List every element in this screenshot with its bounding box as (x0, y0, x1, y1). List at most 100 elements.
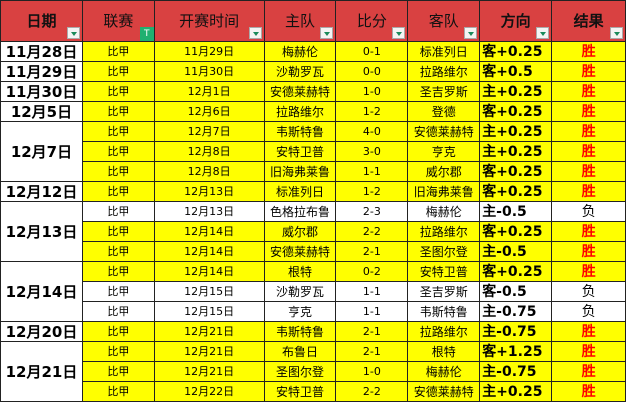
result-cell[interactable]: 胜 (551, 41, 626, 62)
away-cell[interactable]: 安德莱赫特 (407, 381, 481, 402)
direction-cell[interactable]: 客+0.25 (479, 41, 553, 62)
score-cell[interactable]: 2-2 (335, 221, 409, 242)
home-cell[interactable]: 安特卫普 (263, 381, 337, 402)
kickoff-cell[interactable]: 12月8日 (153, 161, 265, 182)
league-cell[interactable]: 比甲 (81, 221, 155, 242)
score-cell[interactable]: 1-1 (335, 281, 409, 302)
away-cell[interactable]: 安特卫普 (407, 261, 481, 282)
result-cell[interactable]: 胜 (551, 341, 626, 362)
kickoff-cell[interactable]: 11月30日 (153, 61, 265, 82)
result-cell[interactable]: 负 (551, 201, 626, 222)
result-cell[interactable]: 负 (551, 301, 626, 322)
filter-dropdown-icon[interactable] (610, 27, 623, 39)
home-cell[interactable]: 亨克 (263, 301, 337, 322)
kickoff-cell[interactable]: 12月15日 (153, 301, 265, 322)
away-cell[interactable]: 韦斯特鲁 (407, 301, 481, 322)
result-cell[interactable]: 胜 (551, 241, 626, 262)
score-cell[interactable]: 1-0 (335, 81, 409, 102)
league-cell[interactable]: 比甲 (81, 341, 155, 362)
home-cell[interactable]: 韦斯特鲁 (263, 321, 337, 342)
home-cell[interactable]: 梅赫伦 (263, 41, 337, 62)
result-cell[interactable]: 胜 (551, 141, 626, 162)
date-cell[interactable]: 11月30日 (0, 81, 83, 102)
date-cell[interactable]: 11月28日 (0, 41, 83, 62)
filter-dropdown-icon[interactable] (248, 27, 262, 39)
league-cell[interactable]: 比甲 (81, 321, 155, 342)
date-cell[interactable]: 12月5日 (0, 101, 83, 122)
league-cell[interactable]: 比甲 (81, 81, 155, 102)
home-cell[interactable]: 拉路维尔 (263, 101, 337, 122)
direction-cell[interactable]: 客+0.25 (479, 161, 553, 182)
kickoff-cell[interactable]: 12月6日 (153, 101, 265, 122)
home-cell[interactable]: 旧海弗莱鲁 (263, 161, 337, 182)
filter-dropdown-icon[interactable] (464, 27, 478, 39)
direction-cell[interactable]: 主-0.75 (479, 321, 553, 342)
direction-cell[interactable]: 客+1.25 (479, 341, 553, 362)
date-cell[interactable]: 12月14日 (0, 261, 83, 322)
score-cell[interactable]: 3-0 (335, 141, 409, 162)
home-cell[interactable]: 安特卫普 (263, 141, 337, 162)
kickoff-cell[interactable]: 12月14日 (153, 241, 265, 262)
direction-cell[interactable]: 客+0.25 (479, 101, 553, 122)
away-cell[interactable]: 根特 (407, 341, 481, 362)
score-cell[interactable]: 1-1 (335, 161, 409, 182)
result-cell[interactable]: 胜 (551, 181, 626, 202)
league-cell[interactable]: 比甲 (81, 141, 155, 162)
score-cell[interactable]: 4-0 (335, 121, 409, 142)
kickoff-cell[interactable]: 12月14日 (153, 261, 265, 282)
league-cell[interactable]: 比甲 (81, 301, 155, 322)
direction-cell[interactable]: 客+0.5 (479, 61, 553, 82)
away-cell[interactable]: 拉路维尔 (407, 321, 481, 342)
score-cell[interactable]: 2-3 (335, 201, 409, 222)
league-cell[interactable]: 比甲 (81, 161, 155, 182)
score-cell[interactable]: 2-1 (335, 321, 409, 342)
direction-cell[interactable]: 客+0.25 (479, 181, 553, 202)
date-cell[interactable]: 11月29日 (0, 61, 83, 82)
league-cell[interactable]: 比甲 (81, 41, 155, 62)
away-cell[interactable]: 拉路维尔 (407, 221, 481, 242)
home-cell[interactable]: 圣图尔登 (263, 361, 337, 382)
score-cell[interactable]: 0-1 (335, 41, 409, 62)
result-cell[interactable]: 胜 (551, 221, 626, 242)
kickoff-cell[interactable]: 12月1日 (153, 81, 265, 102)
score-cell[interactable]: 0-0 (335, 61, 409, 82)
kickoff-cell[interactable]: 12月21日 (153, 341, 265, 362)
home-cell[interactable]: 安德莱赫特 (263, 81, 337, 102)
league-cell[interactable]: 比甲 (81, 241, 155, 262)
home-cell[interactable]: 布鲁日 (263, 341, 337, 362)
away-cell[interactable]: 旧海弗莱鲁 (407, 181, 481, 202)
home-cell[interactable]: 沙勒罗瓦 (263, 281, 337, 302)
kickoff-cell[interactable]: 12月14日 (153, 221, 265, 242)
league-cell[interactable]: 比甲 (81, 361, 155, 382)
home-cell[interactable]: 安德莱赫特 (263, 241, 337, 262)
filter-dropdown-icon[interactable] (536, 27, 550, 39)
result-cell[interactable]: 胜 (551, 121, 626, 142)
date-cell[interactable]: 12月13日 (0, 201, 83, 262)
home-cell[interactable]: 色格拉布鲁 (263, 201, 337, 222)
result-cell[interactable]: 胜 (551, 61, 626, 82)
result-cell[interactable]: 胜 (551, 321, 626, 342)
home-cell[interactable]: 威尔郡 (263, 221, 337, 242)
direction-cell[interactable]: 主+0.25 (479, 141, 553, 162)
direction-cell[interactable]: 主-0.75 (479, 361, 553, 382)
filter-dropdown-icon[interactable] (320, 27, 334, 39)
result-cell[interactable]: 胜 (551, 361, 626, 382)
kickoff-cell[interactable]: 12月15日 (153, 281, 265, 302)
away-cell[interactable]: 圣图尔登 (407, 241, 481, 262)
direction-cell[interactable]: 主+0.25 (479, 121, 553, 142)
away-cell[interactable]: 拉路维尔 (407, 61, 481, 82)
league-cell[interactable]: 比甲 (81, 261, 155, 282)
league-cell[interactable]: 比甲 (81, 181, 155, 202)
away-cell[interactable]: 梅赫伦 (407, 201, 481, 222)
away-cell[interactable]: 亨克 (407, 141, 481, 162)
kickoff-cell[interactable]: 12月8日 (153, 141, 265, 162)
direction-cell[interactable]: 主-0.5 (479, 201, 553, 222)
league-cell[interactable]: 比甲 (81, 381, 155, 402)
date-cell[interactable]: 12月20日 (0, 321, 83, 342)
away-cell[interactable]: 圣吉罗斯 (407, 81, 481, 102)
home-cell[interactable]: 标准列日 (263, 181, 337, 202)
kickoff-cell[interactable]: 12月21日 (153, 361, 265, 382)
score-cell[interactable]: 0-2 (335, 261, 409, 282)
away-cell[interactable]: 登德 (407, 101, 481, 122)
date-cell[interactable]: 12月12日 (0, 181, 83, 202)
